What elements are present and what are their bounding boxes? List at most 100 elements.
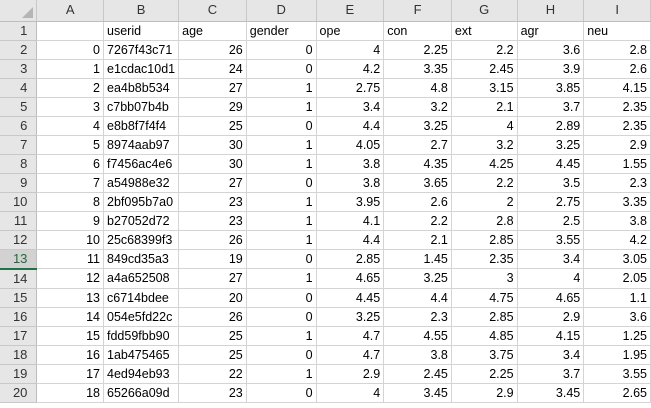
- cell[interactable]: 30: [178, 135, 247, 155]
- cell[interactable]: 3.4: [517, 345, 585, 365]
- row-header[interactable]: 12: [0, 230, 38, 250]
- row-header[interactable]: 16: [0, 307, 38, 327]
- cell[interactable]: 6: [36, 154, 104, 174]
- cell[interactable]: 2: [36, 78, 104, 98]
- cell[interactable]: 054e5fd22c: [103, 307, 180, 327]
- cell[interactable]: 4.25: [451, 154, 518, 174]
- cell[interactable]: 4: [517, 268, 585, 289]
- cell[interactable]: 1: [246, 230, 317, 250]
- header-cell[interactable]: agr: [517, 21, 585, 41]
- cell[interactable]: 3: [451, 268, 518, 289]
- cell[interactable]: 3.9: [517, 59, 585, 79]
- cell[interactable]: 17: [36, 364, 104, 384]
- cell[interactable]: 0: [246, 383, 317, 403]
- cell[interactable]: 0: [246, 116, 317, 136]
- cell[interactable]: 7267f43c71: [103, 40, 180, 60]
- cell[interactable]: 2.8: [583, 40, 651, 60]
- cell[interactable]: 3.45: [517, 383, 585, 403]
- cell[interactable]: 4.1: [316, 211, 385, 231]
- cell[interactable]: 4.65: [316, 268, 385, 289]
- cell[interactable]: 26: [178, 230, 247, 250]
- cell[interactable]: 3.05: [583, 249, 651, 269]
- cell[interactable]: 2.65: [583, 383, 651, 403]
- header-cell[interactable]: [36, 21, 104, 41]
- cell[interactable]: 23: [178, 192, 247, 212]
- cell[interactable]: 1: [246, 97, 317, 117]
- cell[interactable]: 30: [178, 154, 247, 174]
- cell[interactable]: 7: [36, 173, 104, 193]
- row-header[interactable]: 20: [0, 383, 38, 403]
- cell[interactable]: 4: [316, 40, 385, 60]
- cell[interactable]: 1: [246, 192, 317, 212]
- cell[interactable]: 10: [36, 230, 104, 250]
- cell[interactable]: 2.6: [583, 59, 651, 79]
- column-header[interactable]: G: [451, 0, 518, 22]
- header-cell[interactable]: gender: [246, 21, 317, 41]
- cell[interactable]: 11: [36, 249, 104, 269]
- cell[interactable]: 3.6: [517, 40, 585, 60]
- cell[interactable]: 1: [246, 78, 317, 98]
- cell[interactable]: 4: [316, 383, 385, 403]
- cell[interactable]: 2.45: [383, 364, 452, 384]
- column-header[interactable]: F: [383, 0, 452, 22]
- column-header[interactable]: I: [583, 0, 651, 22]
- row-header[interactable]: 18: [0, 345, 38, 365]
- cell[interactable]: 3.7: [517, 364, 585, 384]
- cell[interactable]: 2.89: [517, 116, 585, 136]
- row-header[interactable]: 7: [0, 135, 38, 155]
- row-header[interactable]: 15: [0, 288, 38, 308]
- column-header[interactable]: A: [36, 0, 104, 22]
- cell[interactable]: 3.55: [583, 364, 651, 384]
- cell[interactable]: 25: [178, 345, 247, 365]
- cell[interactable]: 1.25: [583, 326, 651, 346]
- row-header[interactable]: 13: [0, 249, 38, 270]
- cell[interactable]: 2.6: [383, 192, 452, 212]
- cell[interactable]: 4: [36, 116, 104, 136]
- cell[interactable]: 1: [246, 135, 317, 155]
- cell[interactable]: 3.25: [383, 268, 452, 289]
- row-header[interactable]: 4: [0, 78, 38, 98]
- cell[interactable]: 0: [36, 40, 104, 60]
- row-header[interactable]: 11: [0, 211, 38, 231]
- cell[interactable]: 2.25: [383, 40, 452, 60]
- cell[interactable]: 2.05: [583, 268, 651, 289]
- column-header[interactable]: E: [316, 0, 385, 22]
- cell[interactable]: 3.4: [316, 97, 385, 117]
- header-cell[interactable]: con: [383, 21, 452, 41]
- cell[interactable]: 4.35: [383, 154, 452, 174]
- cell[interactable]: 3.75: [451, 345, 518, 365]
- select-all-button[interactable]: [0, 0, 38, 22]
- header-cell[interactable]: userid: [103, 21, 180, 41]
- header-cell[interactable]: neu: [583, 21, 651, 41]
- row-header[interactable]: 14: [0, 268, 38, 289]
- cell[interactable]: 3.8: [383, 345, 452, 365]
- cell[interactable]: 3: [36, 97, 104, 117]
- cell[interactable]: 0: [246, 59, 317, 79]
- row-header[interactable]: 1: [0, 21, 38, 41]
- cell[interactable]: 4.8: [383, 78, 452, 98]
- cell[interactable]: 1.55: [583, 154, 651, 174]
- cell[interactable]: 2.1: [451, 97, 518, 117]
- column-header[interactable]: H: [517, 0, 585, 22]
- cell[interactable]: 4.4: [316, 230, 385, 250]
- cell[interactable]: 3.8: [583, 211, 651, 231]
- cell[interactable]: 26: [178, 307, 247, 327]
- cell[interactable]: 4.45: [517, 154, 585, 174]
- cell[interactable]: fdd59fbb90: [103, 326, 180, 346]
- cell[interactable]: 14: [36, 307, 104, 327]
- cell[interactable]: 1ab475465: [103, 345, 180, 365]
- cell[interactable]: c7bb07b4b: [103, 97, 180, 117]
- cell[interactable]: 2.1: [383, 230, 452, 250]
- cell[interactable]: 3.35: [583, 192, 651, 212]
- cell[interactable]: a54988e32: [103, 173, 180, 193]
- row-header[interactable]: 8: [0, 154, 38, 174]
- cell[interactable]: 0: [246, 345, 317, 365]
- row-header[interactable]: 10: [0, 192, 38, 212]
- cell[interactable]: 3.25: [316, 307, 385, 327]
- cell[interactable]: 2.2: [451, 173, 518, 193]
- cell[interactable]: 26: [178, 40, 247, 60]
- header-cell[interactable]: age: [178, 21, 247, 41]
- cell[interactable]: 20: [178, 288, 247, 308]
- row-header[interactable]: 17: [0, 326, 38, 346]
- cell[interactable]: 2.2: [383, 211, 452, 231]
